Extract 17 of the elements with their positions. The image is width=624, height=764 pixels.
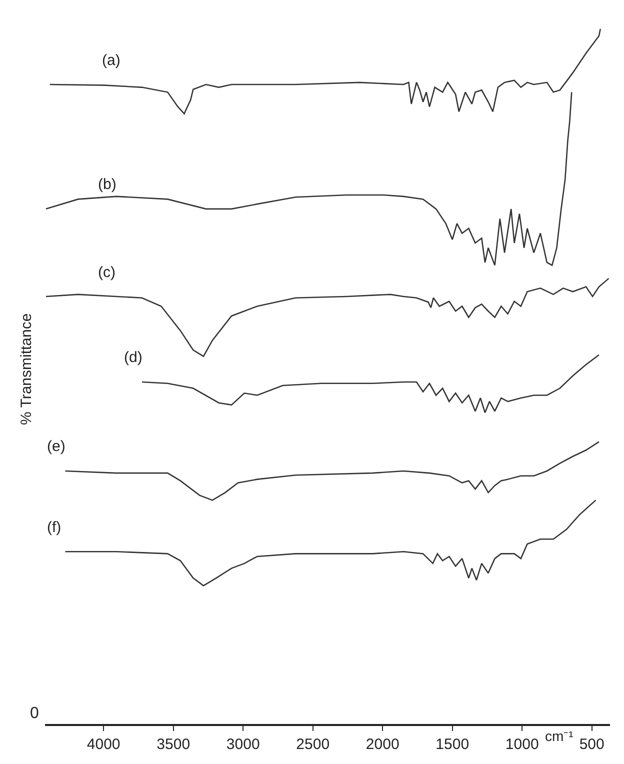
- x-tick-label: 4000: [86, 736, 120, 753]
- x-tick-label: 2000: [366, 736, 400, 753]
- series-label: (b): [98, 176, 116, 193]
- x-tick-label: 1500: [436, 736, 470, 753]
- series-label: (c): [98, 264, 116, 281]
- text: 0: [30, 705, 39, 722]
- x-tick-label: 3500: [156, 736, 190, 753]
- series-label: (d): [124, 349, 142, 366]
- x-tick-label: 3000: [226, 736, 260, 753]
- x-axis-title: cm⁻¹: [545, 728, 574, 744]
- series-label: (f): [47, 519, 62, 536]
- series-label: (e): [47, 438, 66, 455]
- x-tick-label: 1000: [505, 736, 539, 753]
- y-axis-title: % Transmittance: [18, 313, 35, 425]
- x-tick-label: 500: [579, 736, 604, 753]
- x-tick-label: 2500: [296, 736, 330, 753]
- series-label: (a): [102, 52, 120, 69]
